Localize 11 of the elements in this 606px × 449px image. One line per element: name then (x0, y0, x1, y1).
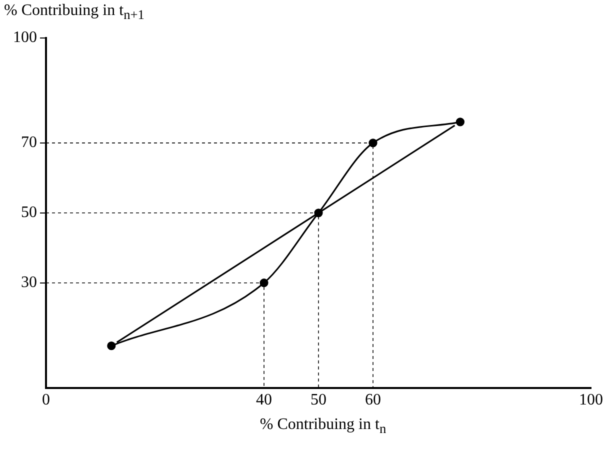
y-tick-label: 70 (21, 134, 37, 152)
x-tick-label: 40 (256, 392, 272, 409)
y-tick-label: 50 (21, 204, 37, 222)
x-tick-label: 0 (42, 392, 50, 409)
x-tick-label: 50 (310, 392, 326, 409)
x-tick-label: 100 (579, 392, 603, 409)
y-tick-label: 30 (21, 274, 37, 292)
y-axis-title: % Contribuing in t$_{n+1}$ (4, 2, 144, 24)
y-tick-label: 100 (13, 29, 37, 46)
x-tick-label: 60 (365, 392, 381, 409)
x-axis-title: % Contribuing in t$_{n}$ (258, 416, 388, 438)
